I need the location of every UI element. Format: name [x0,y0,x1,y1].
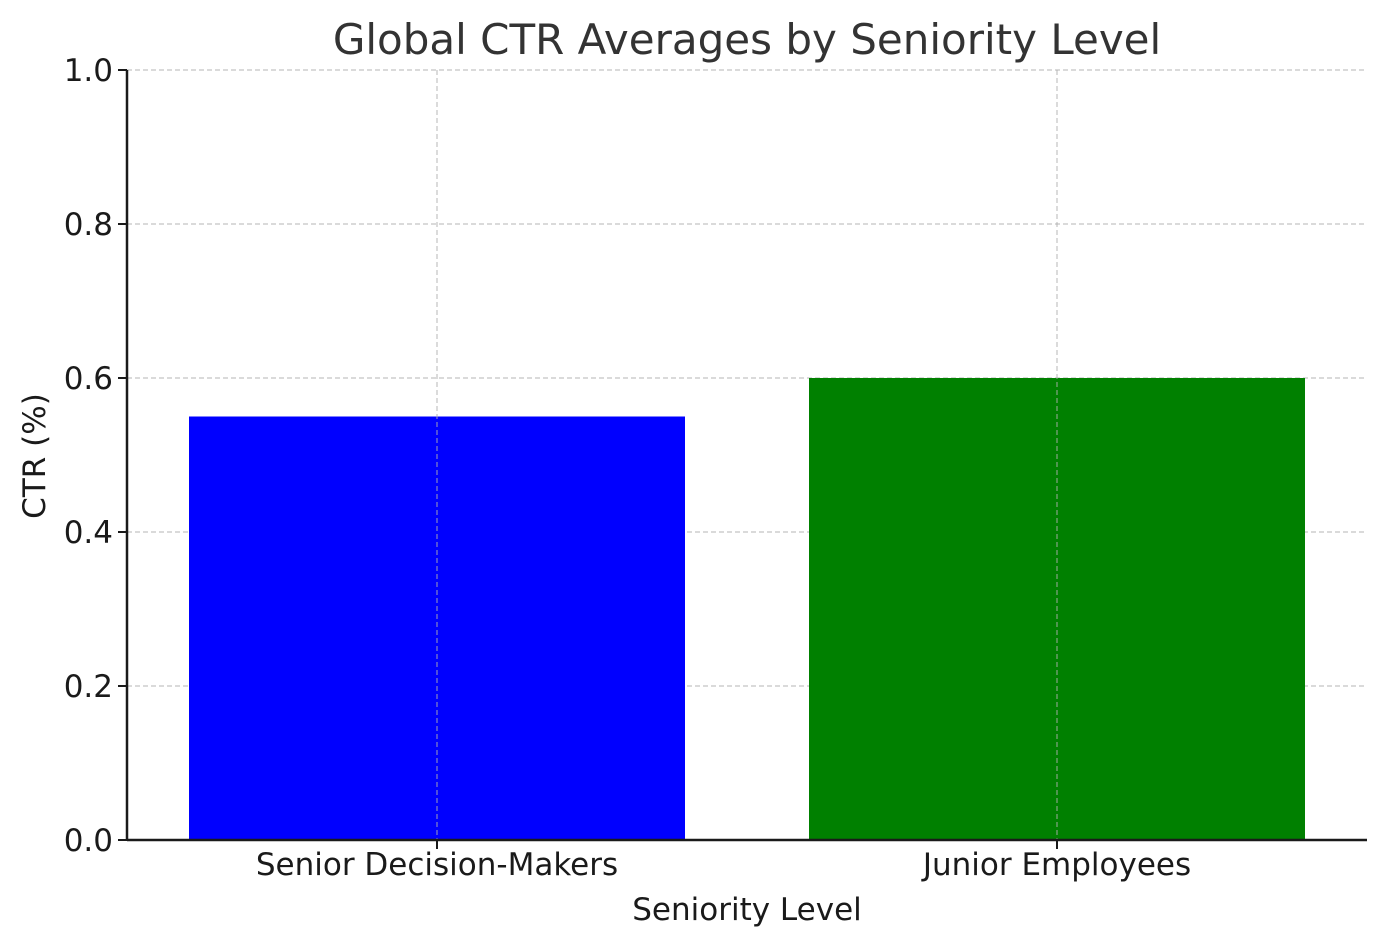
x-axis-label: Seniority Level [632,892,862,928]
vertical-grid-lines [436,70,1058,840]
x-tick-label: Junior Employees [921,847,1191,883]
y-axis-ticks: 0.0 0.2 0.4 0.6 0.8 1.0 [64,53,127,859]
y-tick-label: 0.2 [64,669,113,705]
y-tick-label: 0.0 [64,823,113,859]
y-tick-label: 1.0 [64,53,113,89]
x-axis-ticks: Senior Decision-Makers Junior Employees [256,840,1191,883]
axes [125,70,1367,842]
x-tick-label: Senior Decision-Makers [256,847,618,883]
bars [189,378,1305,840]
y-axis-label: CTR (%) [17,393,53,519]
y-tick-label: 0.4 [64,515,113,551]
y-tick-label: 0.6 [64,361,113,397]
chart-title: Global CTR Averages by Seniority Level [333,15,1161,64]
y-tick-label: 0.8 [64,207,113,243]
